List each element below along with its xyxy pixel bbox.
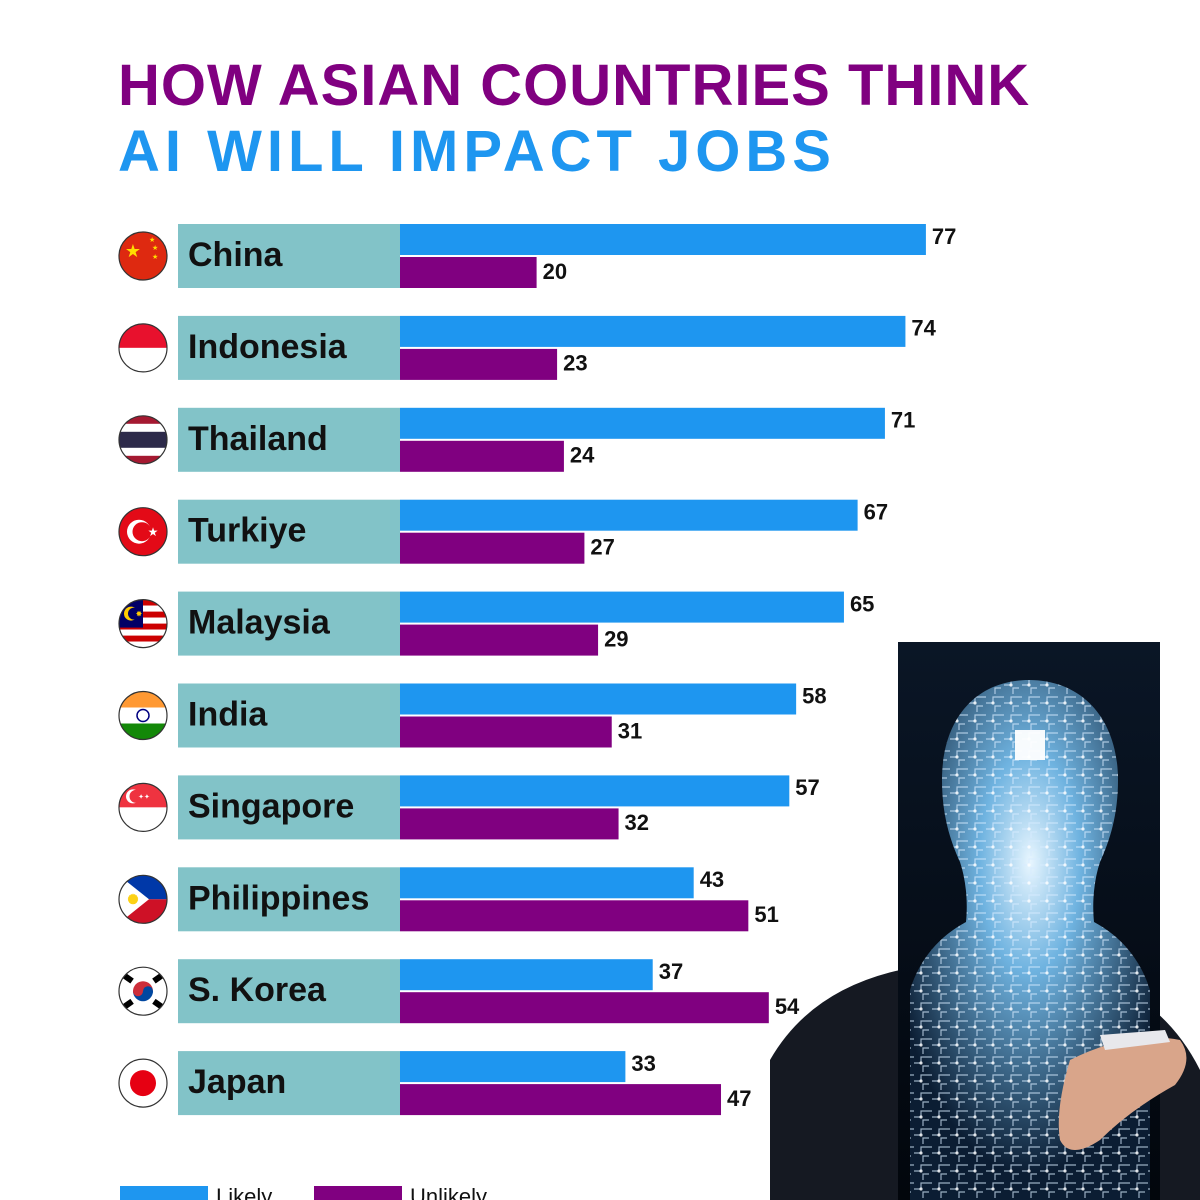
turkiye-flag-icon: ★ bbox=[119, 507, 167, 556]
value-label-likely-singapore: 57 bbox=[795, 775, 819, 800]
country-label-box-india bbox=[178, 683, 400, 748]
value-label-likely-s-korea: 37 bbox=[659, 959, 683, 984]
country-label-china: China bbox=[188, 236, 284, 274]
country-label-philippines: Philippines bbox=[188, 879, 369, 917]
bar-likely-turkiye bbox=[400, 499, 858, 531]
title-line-1: HOW ASIAN COUNTRIES THINK bbox=[118, 53, 1031, 118]
value-label-unlikely-singapore: 32 bbox=[625, 810, 649, 835]
country-label-box-singapore bbox=[178, 775, 400, 840]
value-label-unlikely-india: 31 bbox=[618, 718, 642, 743]
value-label-unlikely-s-korea: 54 bbox=[775, 994, 800, 1019]
svg-text:✸: ✸ bbox=[136, 610, 143, 619]
value-label-unlikely-malaysia: 29 bbox=[604, 626, 628, 651]
thailand-flag-icon bbox=[119, 415, 167, 464]
value-label-likely-japan: 33 bbox=[631, 1051, 655, 1076]
country-label-s-korea: S. Korea bbox=[188, 971, 327, 1009]
bar-likely-china bbox=[400, 224, 926, 255]
country-label-box-turkiye bbox=[178, 499, 400, 564]
title-line-2: AI WILL IMPACT JOBS bbox=[118, 119, 836, 184]
bar-likely-malaysia bbox=[400, 591, 844, 623]
country-label-india: India bbox=[188, 695, 268, 733]
bar-likely-s-korea bbox=[400, 959, 653, 991]
country-label-box-indonesia bbox=[178, 315, 400, 380]
bar-likely-thailand bbox=[400, 407, 885, 439]
country-label-turkiye: Turkiye bbox=[188, 512, 306, 550]
country-label-box-s-korea bbox=[178, 959, 400, 1024]
svg-text:✺: ✺ bbox=[127, 891, 139, 907]
flag-outline bbox=[118, 690, 168, 741]
bar-likely-india bbox=[400, 683, 797, 715]
flag-outline bbox=[118, 507, 168, 557]
country-label-thailand: Thailand bbox=[188, 420, 328, 458]
legend-label-likely: Likely bbox=[216, 1184, 272, 1200]
legend-label-unlikely: Unlikely bbox=[410, 1184, 487, 1200]
flag-outline bbox=[118, 782, 168, 833]
bar-unlikely-malaysia bbox=[400, 624, 599, 656]
malaysia-flag-icon: ✸ bbox=[119, 599, 167, 648]
value-label-likely-indonesia: 74 bbox=[911, 316, 936, 341]
bar-unlikely-indonesia bbox=[400, 348, 558, 380]
bar-unlikely-s-korea bbox=[400, 992, 769, 1024]
value-label-unlikely-turkiye: 27 bbox=[590, 535, 614, 560]
value-label-likely-thailand: 71 bbox=[891, 408, 915, 433]
bar-unlikely-japan bbox=[400, 1084, 722, 1116]
svg-text:★: ★ bbox=[152, 253, 158, 261]
country-label-box-philippines bbox=[178, 867, 400, 932]
svg-text:✦✦: ✦✦ bbox=[138, 793, 150, 801]
bar-likely-singapore bbox=[400, 775, 790, 807]
india-flag-icon bbox=[119, 691, 167, 740]
bar-likely-indonesia bbox=[400, 315, 906, 347]
flag-outline bbox=[118, 598, 168, 649]
value-label-likely-china: 77 bbox=[932, 224, 956, 249]
bar-unlikely-china bbox=[400, 257, 537, 288]
japan-flag-icon bbox=[119, 1059, 167, 1108]
svg-text:★: ★ bbox=[148, 525, 159, 539]
country-label-box-thailand bbox=[178, 407, 400, 472]
value-label-unlikely-china: 20 bbox=[543, 259, 567, 284]
svg-text:★: ★ bbox=[125, 241, 141, 261]
country-label-japan: Japan bbox=[188, 1063, 286, 1101]
flag-outline bbox=[118, 1058, 168, 1108]
ai-head-illustration bbox=[770, 642, 1200, 1200]
country-label-malaysia: Malaysia bbox=[188, 604, 331, 642]
flag-outline bbox=[118, 231, 168, 281]
country-label-box-malaysia bbox=[178, 591, 400, 656]
country-label-box-china bbox=[178, 224, 400, 288]
flag-outline bbox=[118, 874, 168, 924]
value-label-unlikely-philippines: 51 bbox=[754, 902, 778, 927]
value-label-likely-malaysia: 65 bbox=[850, 591, 874, 616]
value-label-unlikely-japan: 47 bbox=[727, 1086, 751, 1111]
value-label-unlikely-thailand: 24 bbox=[570, 443, 595, 468]
country-label-box-japan bbox=[178, 1051, 400, 1116]
value-label-likely-turkiye: 67 bbox=[864, 500, 888, 525]
country-label-indonesia: Indonesia bbox=[188, 328, 348, 366]
bar-unlikely-india bbox=[400, 716, 612, 748]
bar-unlikely-singapore bbox=[400, 808, 619, 840]
bar-likely-japan bbox=[400, 1051, 626, 1083]
china-flag-icon: ★★★★ bbox=[119, 232, 167, 280]
flag-outline bbox=[118, 415, 168, 465]
svg-text:★: ★ bbox=[149, 236, 155, 244]
flag-outline bbox=[118, 323, 168, 373]
bar-unlikely-thailand bbox=[400, 440, 564, 472]
svg-text:★: ★ bbox=[152, 244, 158, 252]
bar-likely-philippines bbox=[400, 867, 694, 899]
legend-swatch-unlikely bbox=[314, 1186, 402, 1200]
value-label-likely-india: 58 bbox=[802, 683, 826, 708]
bar-unlikely-philippines bbox=[400, 900, 749, 932]
country-label-singapore: Singapore bbox=[188, 787, 354, 825]
bar-unlikely-turkiye bbox=[400, 532, 585, 564]
legend-swatch-likely bbox=[120, 1186, 208, 1200]
value-label-likely-philippines: 43 bbox=[700, 867, 724, 892]
value-label-unlikely-indonesia: 23 bbox=[563, 351, 587, 376]
flag-outline bbox=[118, 966, 168, 1016]
